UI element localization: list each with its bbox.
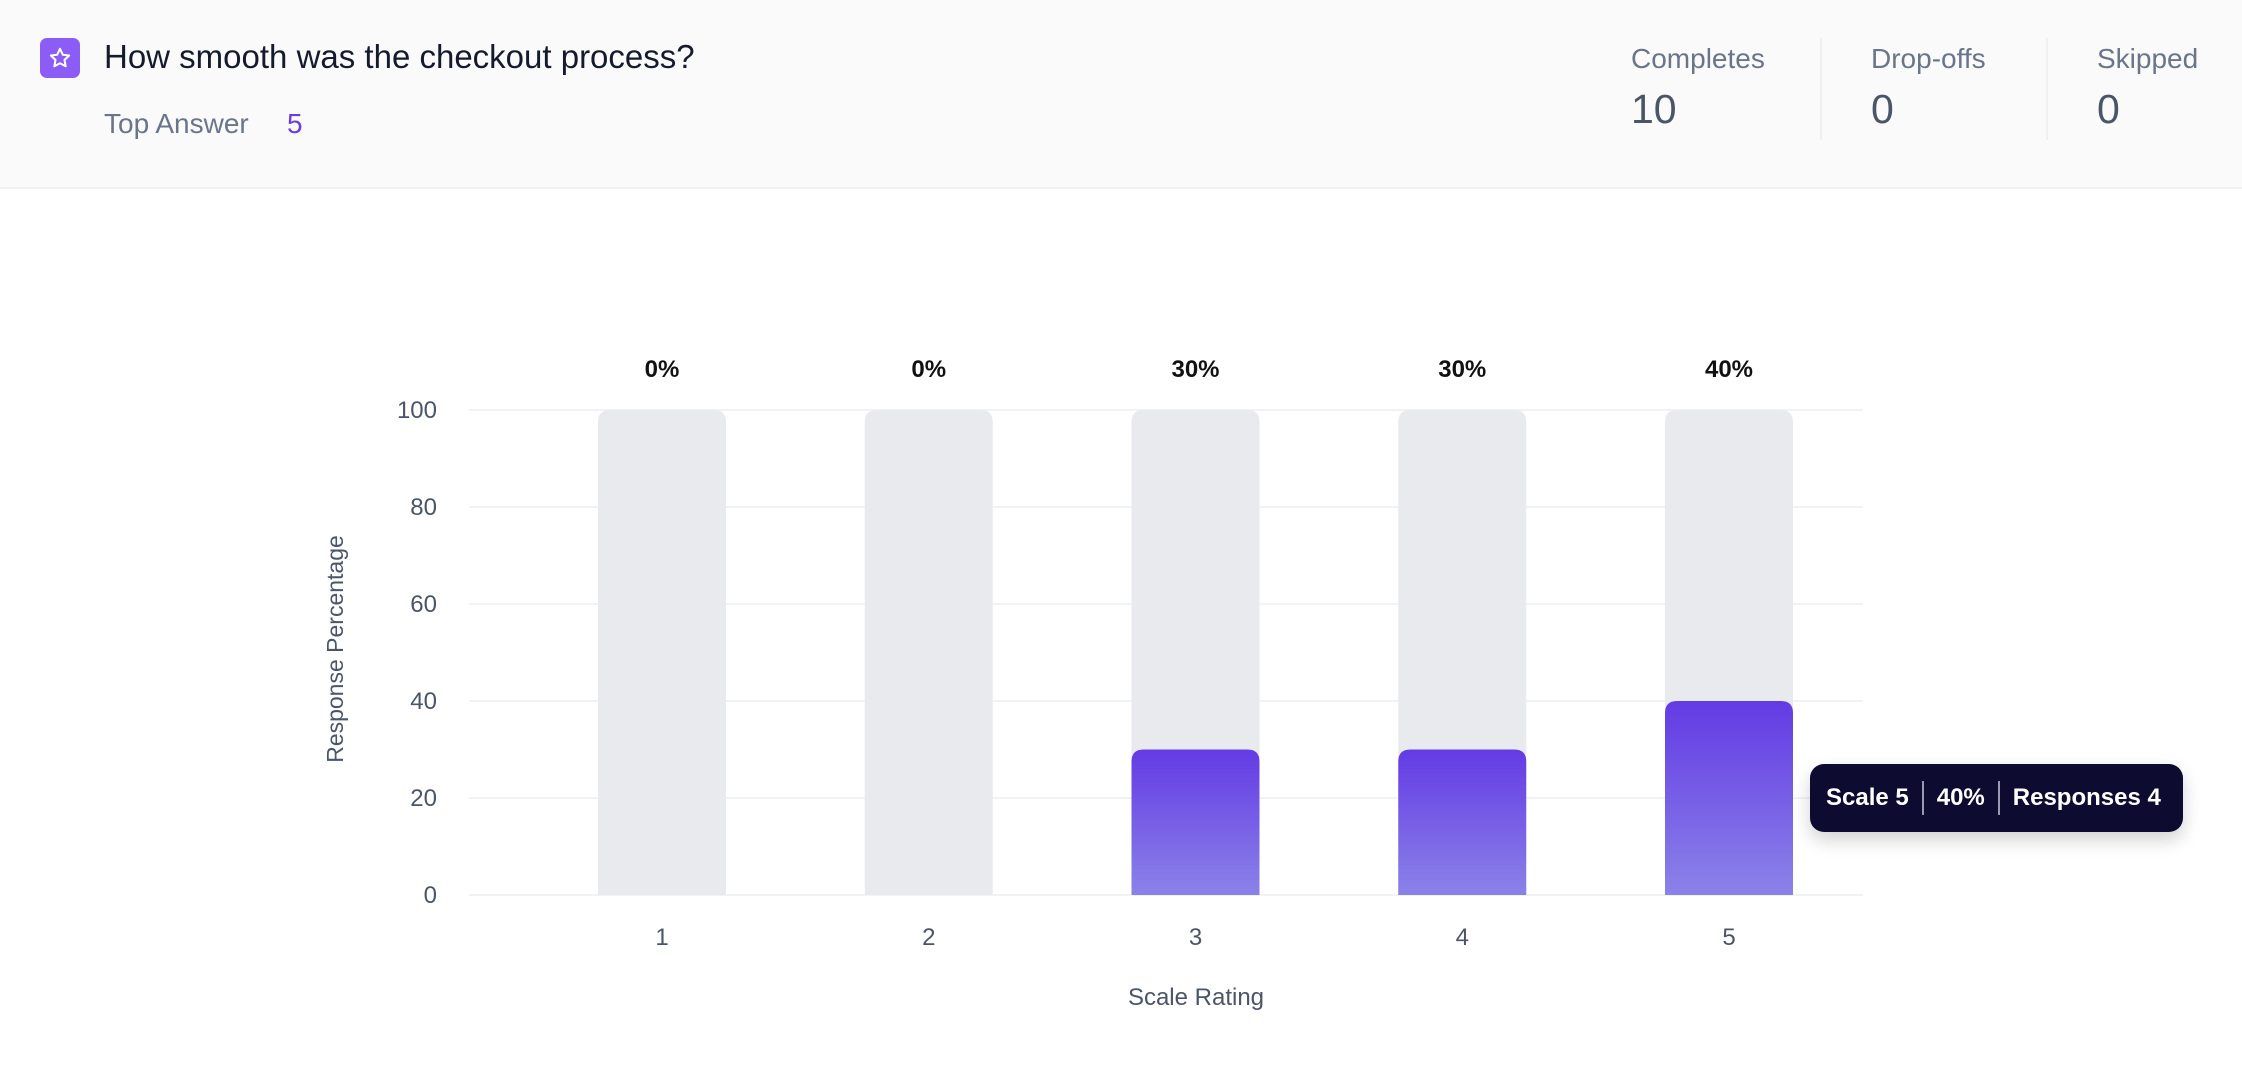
stat-value: 10 <box>1631 86 1677 132</box>
bar[interactable] <box>1665 701 1793 895</box>
stat-label: Drop-offs <box>1871 43 1986 74</box>
bar-tooltip: Scale 5 40% Responses 4 <box>1810 764 2183 832</box>
stat-value: 0 <box>2097 86 2120 132</box>
y-tick-label: 0 <box>424 882 437 909</box>
x-axis: 1 2 3 4 5 <box>655 924 1735 951</box>
stat-completes: Completes 10 <box>1631 42 1765 134</box>
data-labels: 0% 0% 30% 30% 40% <box>645 356 1753 383</box>
question-title: How smooth was the checkout process? <box>104 38 695 75</box>
bar-track <box>864 410 993 895</box>
y-tick-label: 40 <box>410 688 437 715</box>
bars <box>598 410 1793 895</box>
data-label: 30% <box>1171 356 1219 383</box>
tooltip-scale: Scale 5 <box>1826 784 1909 811</box>
data-label: 0% <box>911 356 946 383</box>
stat-value: 0 <box>1871 86 1894 132</box>
divider <box>2046 38 2048 140</box>
tooltip-separator <box>1921 781 1924 815</box>
bar[interactable] <box>1131 749 1260 896</box>
x-tick-label: 4 <box>1456 924 1469 951</box>
stat-skipped: Skipped 0 <box>2097 42 2198 134</box>
bar[interactable] <box>1398 749 1527 896</box>
stat-drop-offs: Drop-offs 0 <box>1871 42 1986 134</box>
question-header: How smooth was the checkout process? Top… <box>0 0 2242 189</box>
stat-label: Skipped <box>2097 43 2199 74</box>
y-axis-label: Response Percentage <box>322 535 348 763</box>
data-label: 30% <box>1438 356 1486 383</box>
x-tick-label: 2 <box>922 924 935 951</box>
data-label: 0% <box>645 356 680 383</box>
tooltip-percent: 40% <box>1936 784 1985 811</box>
data-label: 40% <box>1705 356 1753 383</box>
bar-track <box>598 410 726 895</box>
x-tick-label: 1 <box>655 924 668 951</box>
x-axis-label: Scale Rating <box>1128 984 1264 1011</box>
bar-chart: 0 20 40 60 80 100 1 2 3 4 5 0% 0% 30% 30% 40% Respons… <box>322 356 1863 1011</box>
y-axis: 0 20 40 60 80 100 <box>397 397 437 909</box>
y-tick-label: 100 <box>397 397 437 424</box>
y-tick-label: 60 <box>410 591 437 618</box>
divider <box>1820 38 1822 140</box>
tooltip-responses: Responses 4 <box>2012 784 2161 811</box>
stat-label: Completes <box>1631 43 1765 74</box>
top-answer-value: 5 <box>287 108 303 139</box>
star-icon <box>40 38 80 78</box>
top-answer-label: Top Answer <box>104 108 249 139</box>
x-tick-label: 5 <box>1722 924 1735 951</box>
x-tick-label: 3 <box>1189 924 1202 951</box>
tooltip-separator <box>1997 781 2000 815</box>
y-tick-label: 20 <box>410 785 437 812</box>
y-tick-label: 80 <box>410 494 437 521</box>
